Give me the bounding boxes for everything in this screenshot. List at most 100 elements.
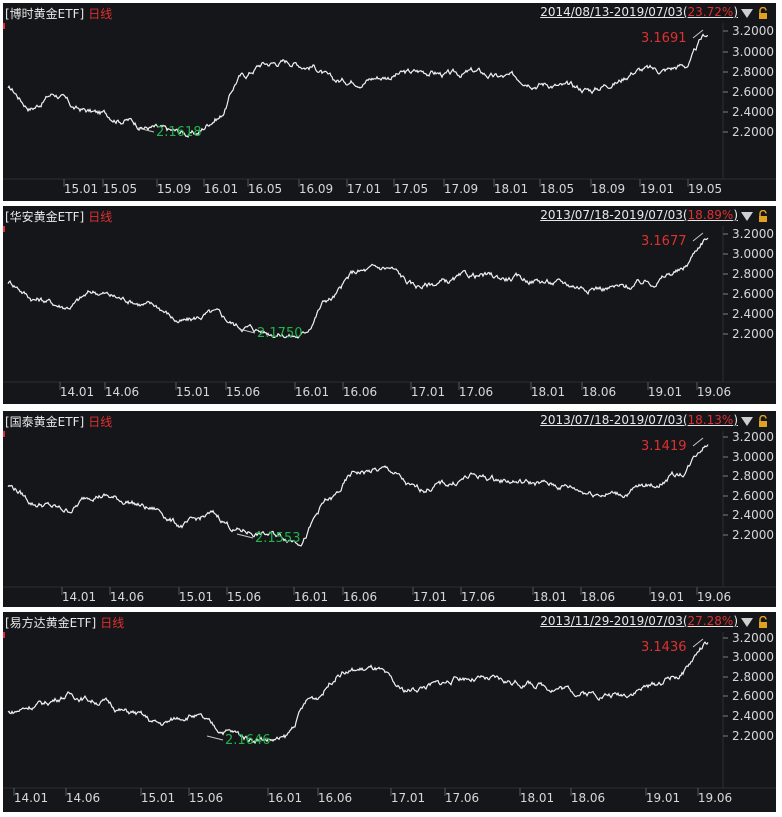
x-tick-label: 15.01 bbox=[141, 791, 175, 805]
period-label[interactable]: 日线 bbox=[88, 210, 113, 224]
y-tick-label: 2.2000 bbox=[732, 327, 774, 341]
x-tick-label: 19.01 bbox=[650, 590, 684, 604]
price-line bbox=[7, 444, 709, 547]
date-range-link[interactable]: 2014/08/13-2019/07/03(23.72%) bbox=[540, 5, 738, 19]
chart-title-group: [博时黄金ETF] 日线 bbox=[5, 5, 112, 22]
chart-title[interactable]: [华安黄金ETF] bbox=[5, 210, 85, 224]
min-leader-line bbox=[206, 735, 224, 741]
price-chart: 3.2000 3.0000 2.8000 2.6000 2.4000 2.2000 14.0… bbox=[3, 430, 776, 604]
lock-icon[interactable] bbox=[758, 7, 768, 19]
date-range-link[interactable]: 2013/07/18-2019/07/03(18.13%) bbox=[540, 413, 738, 427]
x-tick-label: 19.01 bbox=[646, 791, 680, 805]
chart-title-group: [易方达黄金ETF] 日线 bbox=[5, 614, 124, 631]
change-percent: 18.89% bbox=[687, 208, 734, 222]
date-range-link[interactable]: 2013/07/18-2019/07/03(18.89%) bbox=[540, 208, 738, 222]
chart-title[interactable]: [易方达黄金ETF] bbox=[5, 616, 97, 630]
x-tick-label: 18.01 bbox=[494, 182, 528, 196]
price-chart: 3.2000 3.0000 2.8000 2.6000 2.4000 2.2000 15.0… bbox=[3, 23, 776, 196]
lock-body bbox=[759, 421, 767, 427]
y-tick-label: 2.6000 bbox=[732, 287, 774, 301]
x-tick-label: 19.05 bbox=[688, 182, 722, 196]
x-tick-label: 15.06 bbox=[189, 791, 223, 805]
max-leader-line bbox=[692, 638, 704, 648]
price-line bbox=[7, 641, 709, 745]
x-tick-label: 19.01 bbox=[640, 182, 674, 196]
max-leader-line bbox=[692, 232, 704, 242]
x-tick-label: 14.06 bbox=[66, 791, 100, 805]
x-tick-label: 14.01 bbox=[62, 590, 96, 604]
x-tick-label: 15.01 bbox=[179, 590, 213, 604]
min-value-label: 2.1750 bbox=[257, 326, 303, 341]
x-tick-label: 16.01 bbox=[295, 385, 329, 399]
dropdown-triangle-icon[interactable] bbox=[741, 417, 753, 426]
x-tick-label: 16.01 bbox=[268, 791, 302, 805]
min-leader-line bbox=[236, 533, 254, 539]
x-tick-label: 18.06 bbox=[571, 791, 605, 805]
x-tick-label: 17.01 bbox=[413, 590, 447, 604]
lock-body bbox=[759, 216, 767, 222]
dropdown-triangle-icon[interactable] bbox=[741, 9, 753, 18]
range-close-paren: ) bbox=[733, 5, 738, 19]
x-tick-label: 14.06 bbox=[110, 590, 144, 604]
chart-title[interactable]: [国泰黄金ETF] bbox=[5, 415, 85, 429]
max-value-label: 3.1691 bbox=[641, 31, 687, 46]
x-tick-label: 15.05 bbox=[103, 182, 137, 196]
dropdown-triangle-icon[interactable] bbox=[741, 618, 753, 627]
chart-panel: [华安黄金ETF] 日线 2013/07/18-2019/07/03(18.89%)… bbox=[3, 206, 776, 404]
price-line bbox=[7, 33, 709, 138]
y-tick-label: 2.6000 bbox=[732, 689, 774, 703]
lock-body bbox=[759, 622, 767, 628]
period-label[interactable]: 日线 bbox=[100, 616, 125, 630]
lock-body bbox=[759, 13, 767, 19]
range-close-paren: ) bbox=[733, 413, 738, 427]
y-tick-label: 2.6000 bbox=[732, 489, 774, 503]
y-tick-label: 2.2000 bbox=[732, 528, 774, 542]
x-tick-label: 18.06 bbox=[582, 385, 616, 399]
min-leader-line bbox=[238, 328, 256, 334]
y-tick-label: 3.0000 bbox=[732, 247, 774, 261]
y-tick-label: 3.2000 bbox=[732, 24, 774, 38]
x-tick-label: 17.09 bbox=[444, 182, 478, 196]
max-leader-line bbox=[692, 437, 704, 447]
y-tick-label: 2.4000 bbox=[732, 508, 774, 522]
date-range: 2014/08/13-2019/07/03( bbox=[540, 5, 688, 19]
x-tick-label: 16.06 bbox=[318, 791, 352, 805]
min-value-label: 2.1618 bbox=[156, 125, 202, 140]
lock-shackle bbox=[759, 210, 767, 216]
date-range-link[interactable]: 2013/11/29-2019/07/03(27.28%) bbox=[540, 614, 738, 628]
x-tick-label: 18.09 bbox=[591, 182, 625, 196]
x-tick-label: 15.06 bbox=[226, 385, 260, 399]
x-tick-label: 17.01 bbox=[411, 385, 445, 399]
x-tick-label: 16.06 bbox=[343, 385, 377, 399]
y-tick-label: 2.8000 bbox=[732, 670, 774, 684]
y-tick-label: 3.0000 bbox=[732, 45, 774, 59]
dropdown-triangle-icon[interactable] bbox=[741, 212, 753, 221]
x-tick-label: 15.06 bbox=[227, 590, 261, 604]
min-value-label: 2.1646 bbox=[225, 733, 271, 748]
x-tick-label: 14.06 bbox=[105, 385, 139, 399]
x-tick-label: 19.06 bbox=[697, 385, 731, 399]
chart-panel: [博时黄金ETF] 日线 2014/08/13-2019/07/03(23.72%)… bbox=[3, 3, 776, 201]
chart-title-group: [华安黄金ETF] 日线 bbox=[5, 208, 112, 225]
y-tick-label: 2.4000 bbox=[732, 105, 774, 119]
lock-icon[interactable] bbox=[758, 616, 768, 628]
y-tick-label: 2.2000 bbox=[732, 729, 774, 743]
date-range: 2013/07/18-2019/07/03( bbox=[540, 208, 688, 222]
x-tick-label: 15.01 bbox=[64, 182, 98, 196]
min-leader-line bbox=[137, 127, 155, 133]
y-tick-label: 2.8000 bbox=[732, 267, 774, 281]
x-tick-label: 18.01 bbox=[533, 590, 567, 604]
period-label[interactable]: 日线 bbox=[88, 415, 113, 429]
chart-title[interactable]: [博时黄金ETF] bbox=[5, 7, 85, 21]
x-tick-label: 14.01 bbox=[14, 791, 48, 805]
period-label[interactable]: 日线 bbox=[88, 7, 113, 21]
lock-shackle bbox=[759, 7, 767, 13]
chart-panel: [国泰黄金ETF] 日线 2013/07/18-2019/07/03(18.13%)… bbox=[3, 411, 776, 607]
x-tick-label: 18.05 bbox=[540, 182, 574, 196]
x-tick-label: 19.06 bbox=[698, 791, 732, 805]
lock-shackle bbox=[759, 616, 767, 622]
x-tick-label: 16.05 bbox=[248, 182, 282, 196]
lock-icon[interactable] bbox=[758, 415, 768, 427]
lock-icon[interactable] bbox=[758, 210, 768, 222]
x-tick-label: 19.01 bbox=[648, 385, 682, 399]
